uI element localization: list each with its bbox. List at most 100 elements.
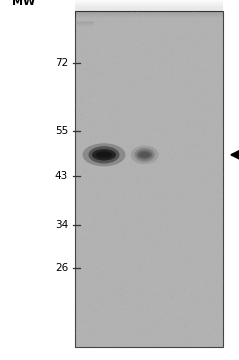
Point: [179, 231, 183, 237]
Point: [206, 238, 210, 244]
Point: [183, 69, 186, 75]
Point: [77, 344, 81, 350]
Point: [182, 313, 185, 319]
Point: [179, 212, 183, 217]
Point: [208, 166, 212, 172]
Point: [165, 185, 169, 190]
Point: [142, 204, 146, 210]
Point: [160, 187, 163, 193]
Point: [187, 99, 191, 105]
Point: [212, 269, 216, 275]
Point: [90, 98, 94, 104]
Point: [110, 94, 114, 99]
Point: [94, 138, 98, 143]
Point: [155, 204, 159, 210]
Point: [148, 82, 152, 88]
Point: [165, 37, 169, 42]
Point: [199, 131, 203, 136]
Point: [204, 71, 208, 76]
Point: [112, 77, 115, 82]
Point: [104, 28, 108, 34]
Point: [82, 198, 86, 204]
Point: [171, 260, 175, 266]
Point: [131, 175, 135, 180]
Point: [91, 200, 94, 206]
Point: [184, 336, 188, 342]
Point: [162, 208, 166, 214]
Point: [148, 46, 152, 52]
Point: [88, 120, 92, 125]
Point: [81, 100, 85, 105]
Point: [117, 137, 121, 143]
Point: [124, 330, 128, 336]
Point: [95, 46, 98, 52]
Bar: [75, 4, 223, 15]
Point: [139, 121, 143, 126]
Point: [143, 327, 147, 333]
Point: [135, 338, 139, 344]
Point: [135, 138, 139, 144]
Point: [134, 339, 138, 345]
Point: [97, 159, 101, 165]
Point: [202, 126, 206, 132]
Point: [195, 307, 199, 313]
Point: [81, 111, 85, 117]
Point: [163, 31, 167, 36]
Point: [136, 280, 140, 286]
Point: [98, 39, 102, 45]
Point: [210, 60, 214, 66]
Point: [170, 48, 174, 54]
Point: [103, 104, 107, 110]
Point: [101, 330, 104, 336]
Point: [103, 153, 107, 158]
Point: [84, 93, 88, 98]
Point: [120, 300, 124, 306]
Point: [136, 83, 140, 89]
Point: [97, 118, 101, 124]
Point: [158, 125, 162, 131]
Point: [143, 153, 147, 159]
Point: [104, 62, 108, 67]
Point: [103, 320, 107, 325]
Point: [96, 145, 100, 151]
Point: [96, 113, 100, 119]
Point: [119, 148, 123, 153]
Point: [109, 113, 112, 118]
Point: [78, 264, 82, 270]
Point: [114, 21, 117, 27]
Point: [167, 64, 171, 70]
Point: [93, 222, 97, 228]
Point: [116, 75, 120, 80]
Point: [154, 342, 158, 347]
Point: [211, 88, 215, 94]
Point: [154, 72, 158, 78]
Point: [198, 27, 202, 33]
Point: [84, 175, 87, 181]
Point: [136, 23, 140, 29]
Point: [133, 92, 137, 98]
Point: [213, 173, 217, 179]
Point: [138, 269, 142, 275]
Point: [157, 226, 161, 232]
Point: [94, 230, 98, 236]
Point: [219, 21, 223, 27]
Point: [163, 143, 167, 149]
Point: [153, 77, 157, 83]
Point: [101, 224, 105, 230]
Point: [97, 81, 100, 86]
Point: [103, 23, 106, 28]
Point: [108, 91, 112, 96]
Point: [195, 42, 199, 48]
Point: [81, 280, 85, 285]
Point: [105, 105, 109, 111]
Point: [117, 123, 121, 129]
Point: [99, 219, 103, 225]
Point: [191, 215, 195, 221]
Point: [85, 275, 89, 281]
Point: [101, 282, 105, 288]
Point: [137, 62, 141, 68]
Point: [170, 40, 174, 45]
Point: [171, 157, 174, 162]
Point: [222, 125, 225, 131]
Point: [94, 343, 98, 348]
